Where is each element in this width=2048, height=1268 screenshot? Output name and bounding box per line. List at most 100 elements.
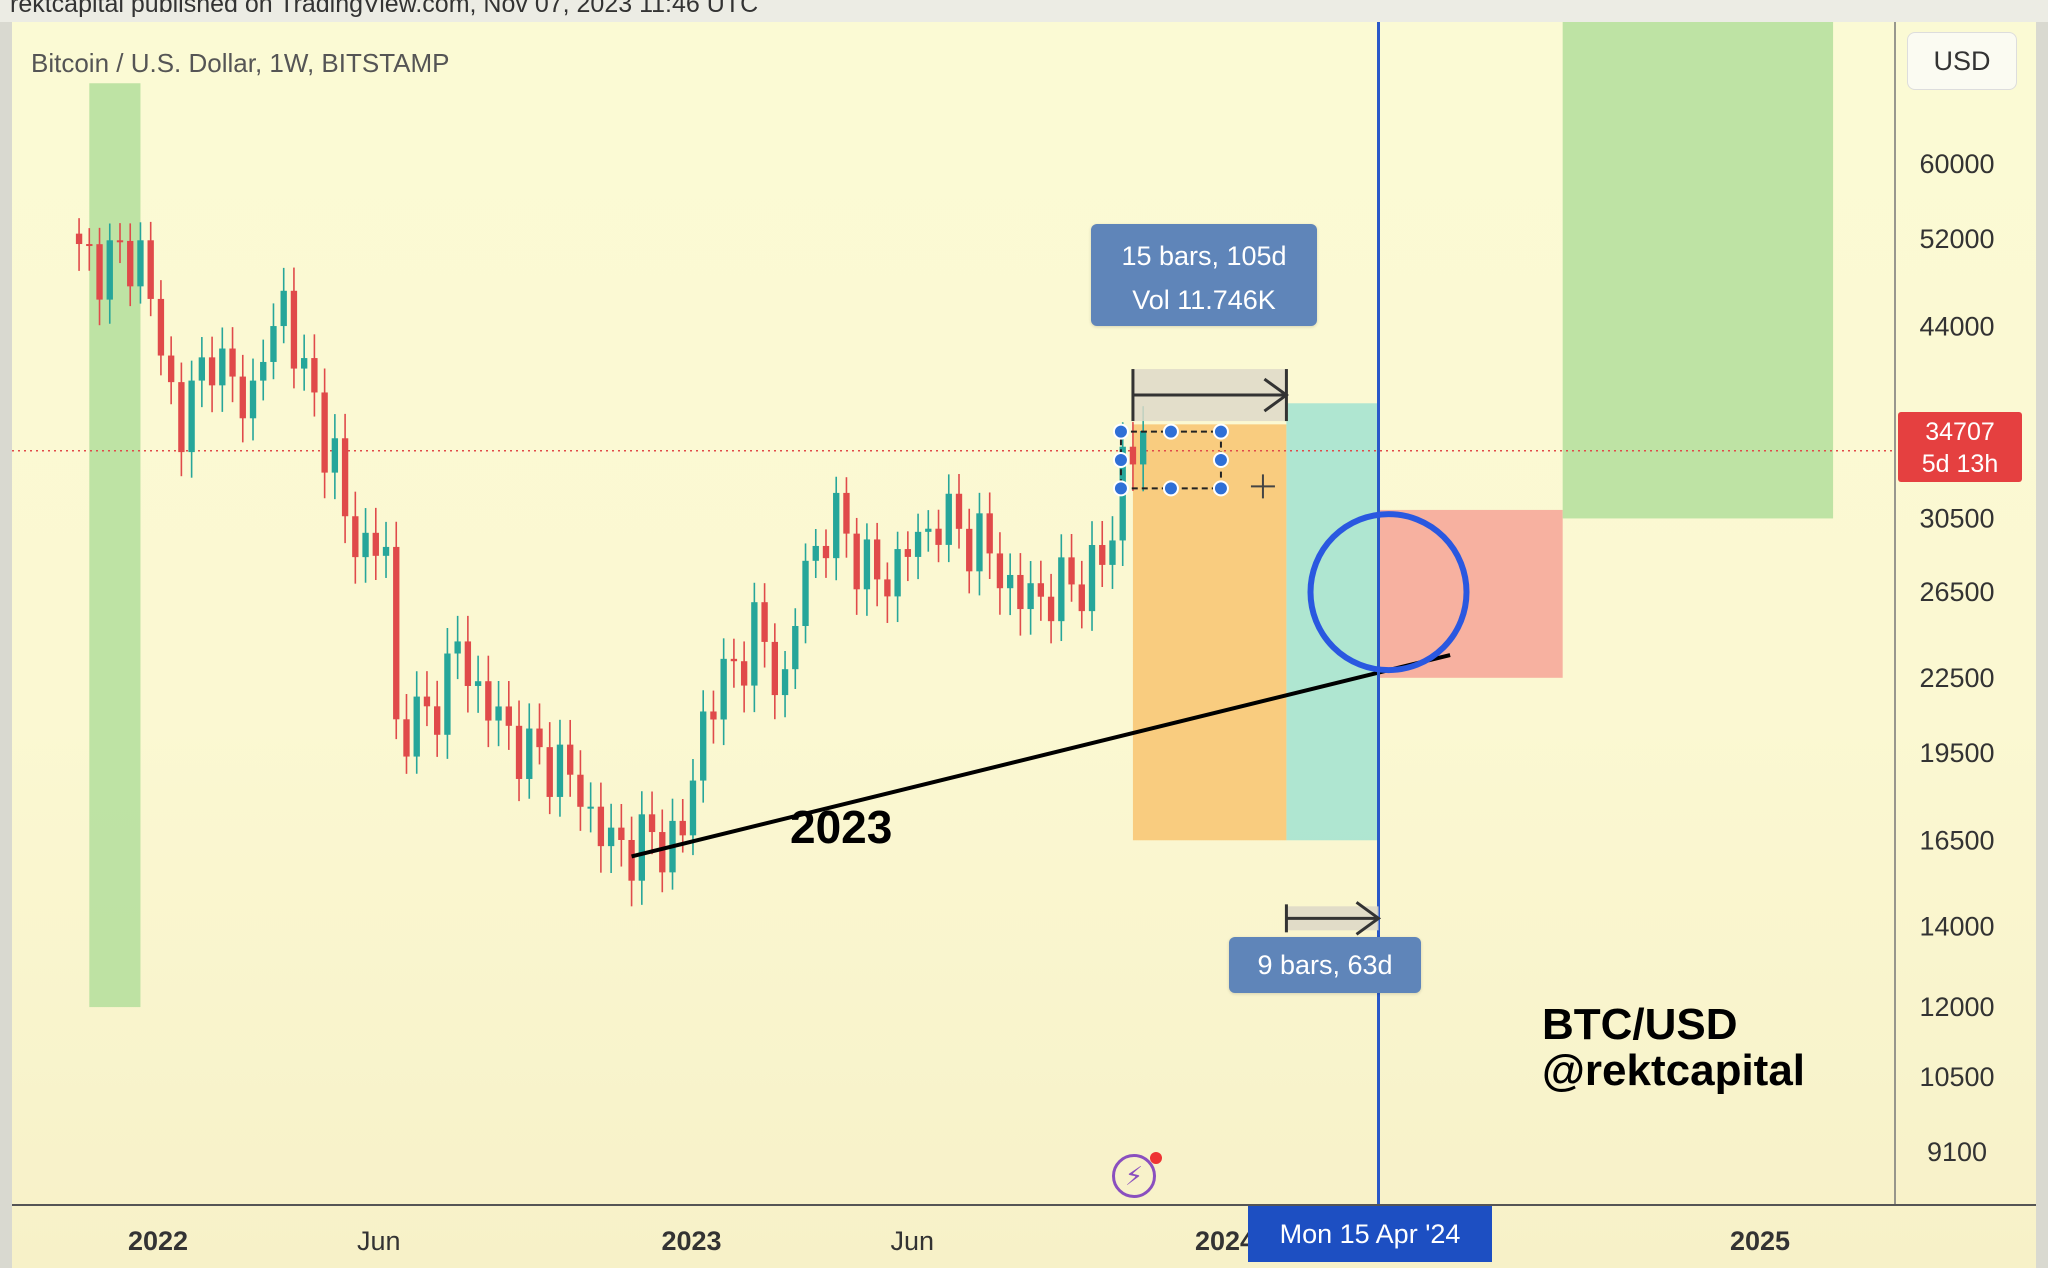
currency-button[interactable]: USD [1907, 32, 2017, 90]
price-tick-label: 60000 [1919, 149, 1994, 179]
candle-body [526, 728, 533, 779]
highlight-circle [1307, 511, 1470, 674]
last-price-badge: 34707 5d 13h [1898, 412, 2022, 482]
measure-arrow-bottom-head [1355, 901, 1382, 936]
candle-body [1068, 557, 1075, 585]
drawing-handle [1212, 423, 1229, 440]
time-tick-label: 2023 [661, 1226, 721, 1256]
candle-body [587, 806, 594, 809]
measure-bars-days: 15 bars, 105d [1121, 241, 1287, 271]
measure-volume: Vol 11.746K [1132, 285, 1276, 315]
candle-body [178, 382, 185, 453]
candle-body [740, 661, 748, 686]
candle-body [1017, 574, 1024, 610]
watermark-line-2: @rektcapital [1542, 1046, 1806, 1095]
candle-body [1037, 583, 1045, 597]
measure-tooltip-top: 15 bars, 105d Vol 11.746K [1091, 224, 1317, 326]
candle-body [679, 820, 686, 836]
candle-body [403, 719, 410, 757]
chart-frame[interactable]: 6000052000440003650030500265002250019500… [12, 22, 2036, 1268]
bar-replay-icon[interactable]: ⚡ [1112, 1154, 1156, 1198]
candle-body [167, 355, 175, 383]
time-tick-label: 2022 [128, 1226, 188, 1256]
price-chart[interactable]: 6000052000440003650030500265002250019500… [12, 22, 2036, 1268]
candle-body [413, 696, 420, 757]
price-tick-label: 16500 [1919, 825, 1994, 855]
price-tick-label: 26500 [1919, 577, 1994, 607]
time-tick-label: 2025 [1730, 1226, 1790, 1256]
drawing-handle [1112, 451, 1129, 468]
candle-body [986, 513, 993, 554]
candle-body [546, 747, 553, 797]
candle-body [720, 658, 727, 720]
crosshair-date-label: Mon 15 Apr '24 [1248, 1206, 1492, 1262]
candle-body [935, 528, 942, 545]
drawing-handle [1112, 423, 1129, 440]
candle-body [1129, 446, 1137, 465]
candle-body [219, 348, 226, 386]
candle-body [300, 358, 308, 369]
candle-body [474, 681, 482, 686]
candle-body [730, 658, 738, 662]
candle-body [1006, 574, 1014, 589]
zone-green-left [89, 83, 141, 1008]
candle-body [1047, 596, 1055, 622]
candle-body [362, 532, 369, 558]
candle-body [495, 706, 502, 721]
candle-body [976, 513, 983, 572]
candle-body [945, 493, 952, 545]
candle-body [444, 653, 451, 735]
candle-body [884, 579, 891, 597]
candle-body [1139, 430, 1147, 465]
candle-body [198, 357, 206, 381]
candle-body [86, 244, 93, 247]
candle-body [710, 711, 717, 720]
candle-body [607, 827, 615, 847]
candle-body [894, 549, 901, 597]
annotation-2023: 2023 [790, 801, 893, 853]
drawing-handle [1162, 423, 1179, 440]
zone-orange [1132, 424, 1287, 841]
candle-body [567, 744, 574, 775]
candle-body [597, 806, 605, 847]
zone-green-right [1562, 22, 1834, 519]
candle-body [1109, 540, 1116, 565]
candle-body [812, 545, 819, 561]
candle-body [382, 546, 390, 556]
cursor-crosshair-icon [1250, 474, 1275, 499]
candle-body [648, 814, 656, 833]
candle-body [1078, 584, 1085, 612]
candle-body [863, 539, 871, 590]
candle-body [352, 516, 359, 558]
drawing-handle [1112, 480, 1129, 497]
candle-body [1027, 583, 1034, 610]
candle-body [515, 725, 523, 779]
candle-body [280, 290, 287, 327]
candle-body [208, 357, 216, 386]
candle-body [966, 528, 973, 572]
candle-body [485, 681, 492, 721]
candle-body [434, 706, 441, 735]
candle-body [761, 602, 768, 642]
candle-body [802, 560, 809, 627]
drawing-handle [1162, 480, 1179, 497]
candle-body [188, 380, 195, 453]
price-tick-label: 14000 [1919, 911, 1994, 941]
price-tick-label: 10500 [1919, 1062, 1994, 1092]
candle-body [96, 244, 103, 300]
candle-body [1058, 557, 1065, 622]
candle-body [249, 380, 257, 419]
candle-body [873, 539, 881, 580]
support-trendline [631, 653, 1451, 859]
candle-body [700, 711, 707, 781]
price-tick-label: 44000 [1919, 311, 1994, 341]
candle-body [1088, 545, 1096, 612]
candle-body [423, 696, 431, 707]
candle-body [229, 348, 236, 377]
price-tick-label: 9100 [1927, 1137, 1987, 1167]
candle-body [955, 493, 963, 529]
drawing-handle [1212, 480, 1229, 497]
symbol-label: Bitcoin / U.S. Dollar, 1W, BITSTAMP [31, 48, 450, 78]
zone-red [1378, 509, 1563, 678]
zone-teal [1286, 403, 1379, 841]
